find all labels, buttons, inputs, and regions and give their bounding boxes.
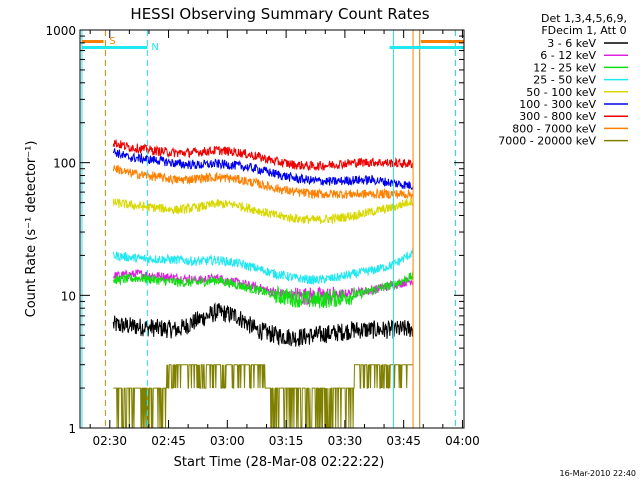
series-line: [112, 248, 414, 285]
legend-entry-label: 300 - 800 keV: [519, 110, 596, 123]
legend-entry-label: 7000 - 20000 keV: [498, 135, 596, 148]
series-line: [112, 302, 414, 348]
legend-entry-label: 6 - 12 keV: [540, 49, 596, 62]
series-layer: [112, 139, 414, 429]
footer-timestamp: 16-Mar-2010 22:40: [560, 469, 637, 478]
night-marker-label: N: [151, 42, 158, 53]
legend-entry-label: 100 - 300 keV: [519, 98, 596, 111]
legend-entry-label: 50 - 100 keV: [526, 86, 596, 99]
y-tick-label: 1000: [45, 24, 76, 38]
y-tick-label: 100: [53, 157, 76, 171]
saa-marker-label: S: [109, 36, 115, 47]
legend-entry-label: 12 - 25 keV: [533, 61, 596, 74]
saa-interval-bar: [81, 40, 104, 43]
saa-interval-bar: [420, 40, 464, 43]
y-axis-label: Count Rate (s⁻¹ detector⁻¹): [24, 141, 39, 318]
legend: Det 1,3,4,5,6,9,FDecim 1, Att 03 - 6 keV…: [498, 12, 628, 148]
y-tick-label: 10: [61, 289, 76, 303]
x-tick-label: 03:15: [269, 434, 304, 448]
x-axis-label: Start Time (28-Mar-08 02:22:22): [174, 455, 385, 470]
night-interval-bar: [389, 46, 464, 49]
series-line: [112, 148, 414, 191]
axis-layer: 02:30 02:45 03:00 03:15 03:30 03:45 04:00 1 10 10…: [45, 24, 479, 448]
legend-entry-label: 3 - 6 keV: [547, 37, 596, 50]
legend-entry-label: 800 - 7000 keV: [512, 122, 596, 135]
legend-header: Det 1,3,4,5,6,9,: [541, 12, 627, 25]
y-tick-label: 1: [68, 422, 76, 436]
series-line: [113, 364, 413, 429]
x-tick-label: 02:30: [92, 434, 127, 448]
series-line: [112, 197, 413, 225]
series-line: [112, 139, 414, 172]
x-tick-label: 02:45: [151, 434, 186, 448]
x-tick-label: 03:00: [210, 434, 245, 448]
marker-layer: SN: [81, 30, 464, 428]
series-line: [112, 164, 414, 200]
legend-entry-label: 25 - 50 keV: [533, 74, 596, 87]
legend-header: FDecim 1, Att 0: [541, 24, 626, 37]
x-tick-label: 03:45: [386, 434, 421, 448]
chart-title: HESSI Observing Summary Count Rates: [130, 5, 429, 23]
night-interval-bar: [81, 46, 148, 49]
x-tick-label: 03:30: [328, 434, 363, 448]
series-line: [112, 271, 414, 309]
plot-frame: [79, 29, 465, 429]
x-tick-label: 04:00: [445, 434, 480, 448]
